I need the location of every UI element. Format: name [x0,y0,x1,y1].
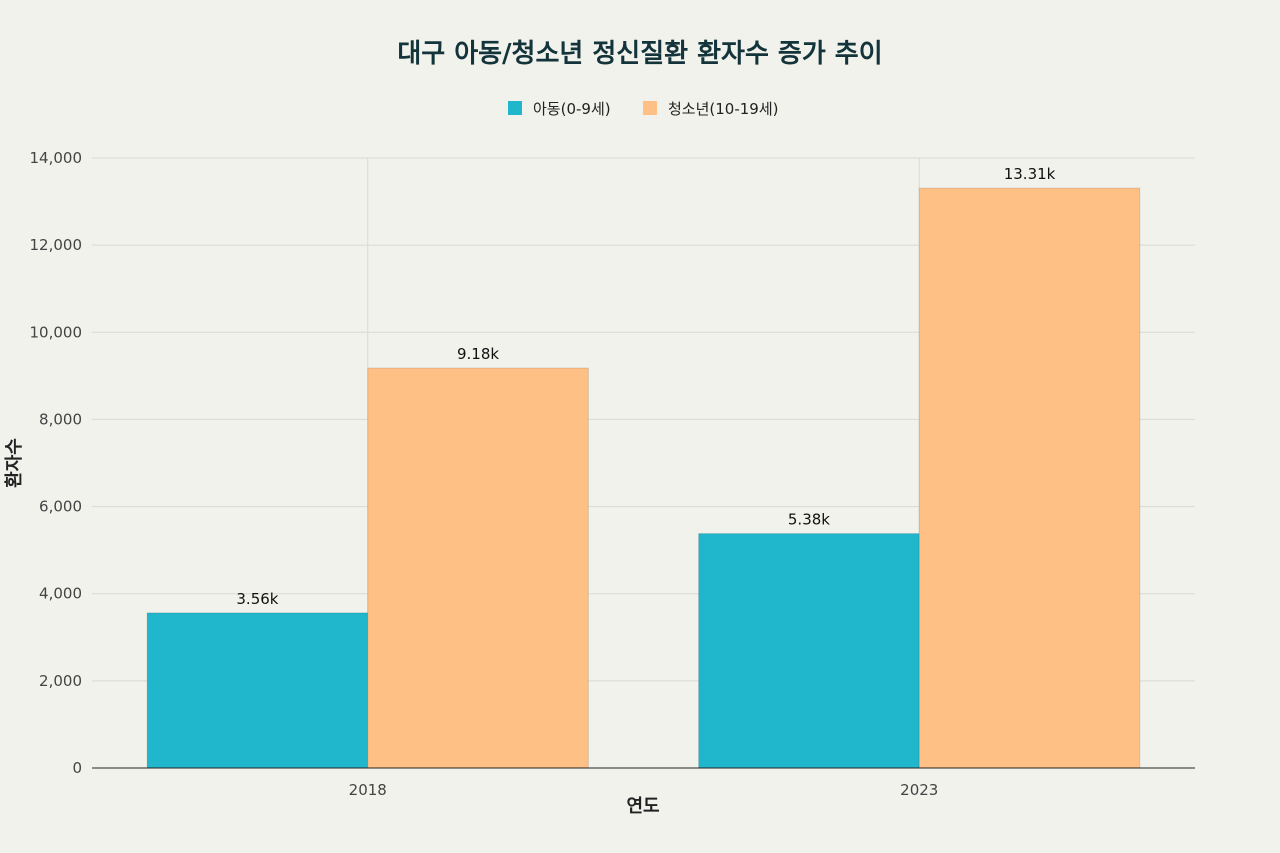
y-tick-label: 0 [72,759,82,777]
legend: 아동(0-9세) 청소년(10-19세) [508,100,779,118]
data-label: 13.31k [1004,165,1056,183]
y-tick-label: 2,000 [39,672,82,690]
legend-label-teens: 청소년(10-19세) [668,100,779,118]
y-tick-label: 8,000 [39,410,82,428]
y-axis-title: 환자수 [3,438,25,488]
legend-label-children: 아동(0-9세) [533,100,611,118]
y-tick-label: 12,000 [30,236,83,254]
x-axis-title: 연도 [626,796,659,817]
x-tick-label: 2023 [900,781,938,799]
x-tick-label: 2018 [349,781,387,799]
data-labels: 3.56k 9.18k 5.38k 13.31k [236,165,1055,608]
y-tick-label: 14,000 [30,149,83,167]
bars [146,187,1141,769]
gridlines [92,157,1195,768]
bar-teens-2023 [918,187,1141,769]
y-tick-label: 6,000 [39,498,82,516]
legend-swatch-teens [643,101,657,115]
y-tick-label: 10,000 [30,323,83,341]
data-label: 3.56k [236,590,278,608]
legend-swatch-children [508,101,522,115]
y-axis-ticks: 0 2,000 4,000 6,000 8,000 10,000 12,000 14,000 [30,149,83,777]
bar-children-2023 [698,533,920,769]
bar-teens-2018 [367,367,589,769]
data-label: 9.18k [457,345,499,363]
data-label: 5.38k [788,511,830,529]
x-axis-ticks: 2018 2023 [349,781,939,799]
bar-children-2018 [146,612,369,769]
y-tick-label: 4,000 [39,585,82,603]
chart-title: 대구 아동/청소년 정신질환 환자수 증가 추이 [397,39,882,69]
